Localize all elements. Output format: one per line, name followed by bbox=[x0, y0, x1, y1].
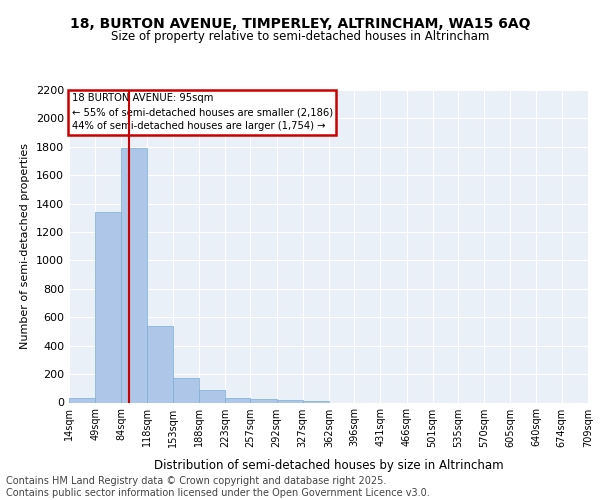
Text: 18, BURTON AVENUE, TIMPERLEY, ALTRINCHAM, WA15 6AQ: 18, BURTON AVENUE, TIMPERLEY, ALTRINCHAM… bbox=[70, 18, 530, 32]
Bar bbox=[250, 399, 277, 402]
Bar bbox=[95, 212, 121, 402]
Text: Contains HM Land Registry data © Crown copyright and database right 2025.
Contai: Contains HM Land Registry data © Crown c… bbox=[6, 476, 430, 498]
Bar bbox=[199, 390, 225, 402]
Bar bbox=[146, 326, 173, 402]
Bar bbox=[225, 398, 250, 402]
Text: 18 BURTON AVENUE: 95sqm
← 55% of semi-detached houses are smaller (2,186)
44% of: 18 BURTON AVENUE: 95sqm ← 55% of semi-de… bbox=[71, 93, 333, 131]
Bar bbox=[173, 378, 199, 402]
Bar bbox=[277, 400, 303, 402]
Y-axis label: Number of semi-detached properties: Number of semi-detached properties bbox=[20, 143, 31, 349]
Text: Distribution of semi-detached houses by size in Altrincham: Distribution of semi-detached houses by … bbox=[154, 460, 503, 472]
Text: Size of property relative to semi-detached houses in Altrincham: Size of property relative to semi-detach… bbox=[111, 30, 489, 43]
Bar bbox=[303, 401, 329, 402]
Bar bbox=[69, 398, 95, 402]
Bar bbox=[121, 148, 146, 403]
